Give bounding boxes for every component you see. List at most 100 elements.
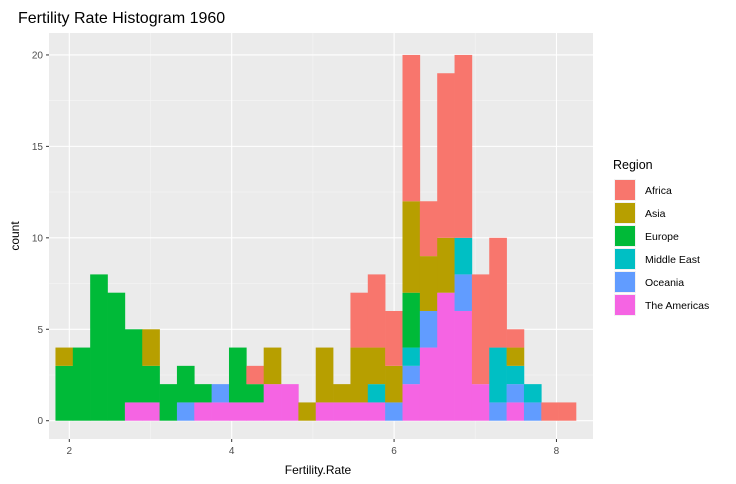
legend-swatch — [615, 226, 635, 246]
bar-segment — [246, 365, 264, 385]
bar-segment — [541, 402, 559, 421]
bar-segment — [107, 292, 126, 421]
bar-segment — [419, 256, 438, 311]
bar-segment — [506, 402, 525, 421]
bar-segment — [350, 347, 369, 403]
x-tick-label: 4 — [229, 446, 235, 457]
bar-segment — [402, 365, 421, 385]
bar-segment — [263, 384, 282, 421]
bar-segment — [437, 292, 455, 421]
bar-segment — [402, 347, 421, 366]
bar-segment — [523, 384, 542, 403]
bar-segment — [489, 237, 507, 348]
bar-segment — [246, 384, 264, 403]
y-tick-label: 10 — [32, 233, 44, 244]
bar-segment — [142, 402, 160, 421]
bar-segment — [263, 347, 282, 385]
bar-segment — [489, 402, 507, 421]
bar-segment — [124, 402, 143, 421]
x-axis-title: Fertility.Rate — [285, 463, 352, 477]
bar-segment — [402, 292, 421, 348]
bar-segment — [367, 402, 386, 421]
bar-segment — [419, 201, 438, 257]
bar-segment — [454, 310, 473, 421]
y-tick-label: 20 — [32, 50, 44, 61]
y-tick-label: 0 — [37, 416, 43, 427]
bar-segment — [333, 384, 351, 403]
y-tick-label: 5 — [37, 325, 43, 336]
legend-swatch — [615, 203, 635, 223]
bar-segment — [228, 402, 247, 421]
bar-segment — [489, 347, 507, 403]
bar-segment — [194, 402, 212, 421]
legend-title: Region — [613, 158, 653, 172]
bar-segment — [454, 274, 473, 311]
bar-segment — [350, 402, 369, 421]
bar-segment — [124, 329, 143, 403]
bar-segment — [437, 237, 455, 293]
y-axis-ticks: 0 5 10 15 20 — [32, 50, 49, 427]
y-axis-title: count — [8, 221, 22, 251]
bar-segment — [506, 347, 525, 366]
bar-segment — [471, 384, 490, 421]
bar-segment — [281, 384, 299, 421]
bar-segment — [523, 402, 542, 421]
legend-swatch — [615, 180, 635, 200]
legend-label: Europe — [645, 231, 679, 243]
bar-segment — [367, 384, 386, 403]
bar-segment — [506, 384, 525, 403]
bar-segment — [159, 384, 178, 421]
bar-segment — [419, 310, 438, 348]
legend-label: Asia — [645, 208, 666, 220]
x-tick-label: 6 — [391, 446, 397, 457]
y-tick-label: 15 — [32, 142, 44, 153]
bar-segment — [228, 347, 247, 403]
bar-segment — [315, 347, 334, 403]
bar-segment — [211, 384, 230, 403]
bar-segment — [176, 365, 195, 403]
legend-swatch — [615, 249, 635, 269]
bar-segment — [402, 54, 421, 202]
legend-label: Oceania — [645, 277, 684, 289]
bar-segment — [402, 201, 421, 293]
legend-swatch — [615, 272, 635, 292]
x-tick-label: 2 — [67, 446, 73, 457]
legend: Africa Asia Europe Middle East Oceania The Am… — [614, 179, 709, 316]
bar-segment — [506, 365, 525, 385]
bar-segment — [402, 384, 421, 421]
bar-segment — [194, 384, 212, 403]
legend-swatch — [615, 295, 635, 315]
bar-segment — [385, 365, 403, 403]
bar-segment — [142, 365, 160, 403]
bar-segment — [55, 347, 74, 366]
bar-segment — [419, 347, 438, 421]
bar-segment — [211, 402, 230, 421]
legend-label: Africa — [645, 185, 672, 197]
bar-segment — [454, 54, 473, 238]
legend-label: Middle East — [645, 254, 700, 266]
legend-label: The Americas — [645, 300, 709, 312]
bar-segment — [333, 402, 351, 421]
bar-segment — [471, 274, 490, 385]
chart-title: Fertility Rate Histogram 1960 — [18, 10, 225, 27]
x-axis-ticks: 2 4 6 8 — [67, 439, 560, 457]
bar-segment — [454, 237, 473, 275]
bar-segment — [176, 402, 195, 421]
bar-segment — [246, 402, 264, 421]
bar-segment — [506, 329, 525, 348]
bar-segment — [367, 274, 386, 348]
bar-segment — [350, 292, 369, 348]
bar-segment — [142, 329, 160, 366]
bar-segment — [55, 365, 74, 421]
x-tick-label: 8 — [554, 446, 560, 457]
bar-segment — [90, 274, 108, 421]
bar-segment — [72, 347, 91, 421]
bar-segment — [437, 73, 455, 238]
bar-segment — [385, 310, 403, 366]
bar-segment — [315, 402, 334, 421]
bar-segment — [367, 347, 386, 385]
histogram-bars — [55, 54, 577, 421]
bar-segment — [298, 402, 317, 421]
bar-segment — [385, 402, 403, 421]
